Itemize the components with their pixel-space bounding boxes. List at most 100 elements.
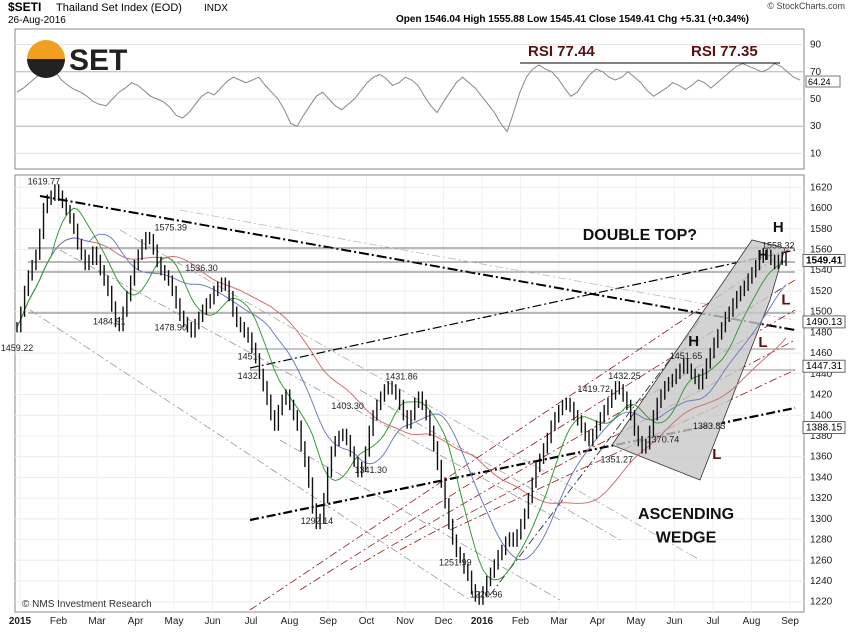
analysis-trendline bbox=[349, 309, 796, 571]
price-level-label: 1251.99 bbox=[439, 558, 472, 568]
price-tick-label: 1500 bbox=[810, 307, 833, 318]
moving-average-red bbox=[16, 237, 787, 504]
price-tick-label: 1440 bbox=[810, 369, 833, 380]
time-tick-label: Jun bbox=[204, 616, 220, 627]
time-tick-label: Feb bbox=[50, 616, 68, 627]
price-level-label: 1536.30 bbox=[185, 263, 218, 273]
rsi-tick-label: 30 bbox=[810, 121, 822, 132]
price-level-label: 1220.96 bbox=[470, 590, 503, 600]
right-axis-value-tags: 1549.41 1490.13 1447.31 1388.15 bbox=[802, 253, 846, 435]
time-tick-label: Sep bbox=[781, 616, 799, 627]
price-tick-label: 1360 bbox=[810, 452, 833, 463]
value-tag-box bbox=[802, 359, 846, 373]
analysis-trendline bbox=[119, 229, 701, 561]
time-tick-label: Apr bbox=[590, 616, 606, 627]
pattern-label: ASCENDING bbox=[638, 506, 734, 523]
time-tick-label: 2015 bbox=[9, 616, 32, 627]
price-gridlines bbox=[15, 177, 804, 612]
price-level-label: 1292.14 bbox=[301, 516, 334, 526]
price-level-label: 1370.74 bbox=[647, 435, 680, 445]
rsi-series-line bbox=[16, 63, 801, 133]
value-tag-text: 1490.13 bbox=[806, 317, 843, 328]
set-logo-text: SET bbox=[69, 44, 127, 77]
price-level-label: 1419.72 bbox=[577, 384, 610, 394]
chart-symbol: $SETI bbox=[8, 0, 41, 14]
time-tick-label: Aug bbox=[281, 616, 299, 627]
time-tick-label: Sep bbox=[319, 616, 337, 627]
price-level-label: 1432 bbox=[238, 371, 258, 381]
price-tick-label: 1620 bbox=[810, 182, 833, 193]
value-tag-text: 1388.15 bbox=[806, 423, 843, 434]
price-tick-label: 1240 bbox=[810, 576, 833, 587]
price-tick-label: 1420 bbox=[810, 390, 833, 401]
value-tag-box bbox=[802, 315, 846, 329]
price-tick-label: 1300 bbox=[810, 514, 833, 525]
value-tag-box bbox=[802, 421, 846, 435]
rsi-gridlines bbox=[15, 44, 804, 154]
analysis-trendline bbox=[249, 244, 796, 611]
rsi-tick-label: 70 bbox=[810, 67, 822, 78]
time-tick-label: Aug bbox=[743, 616, 761, 627]
rsi-axis-ticks: 10 30 50 70 90 bbox=[810, 40, 822, 160]
rsi-value-tag bbox=[805, 75, 841, 88]
price-tick-label: 1480 bbox=[810, 327, 833, 338]
value-tag-text: 1447.31 bbox=[806, 361, 843, 372]
time-tick-label: May bbox=[165, 616, 184, 627]
price-tick-label: 1600 bbox=[810, 203, 833, 214]
price-tick-label: 1380 bbox=[810, 431, 833, 442]
price-tick-label: 1320 bbox=[810, 493, 833, 504]
time-tick-label: Jul bbox=[707, 616, 720, 627]
price-level-label: 1383.83 bbox=[693, 421, 726, 431]
price-level-label: 1432.25 bbox=[608, 371, 641, 381]
ascending-wedge-shading bbox=[611, 239, 786, 481]
price-tick-label: 1460 bbox=[810, 348, 833, 359]
price-level-label: 1484.91 bbox=[93, 316, 126, 326]
price-level-label: 1478.90 bbox=[155, 323, 188, 333]
set-logo: SET bbox=[27, 40, 127, 78]
stockcharts-watermark: © StockCharts.com bbox=[767, 1, 845, 11]
nms-credit: © NMS Investment Research bbox=[22, 599, 152, 610]
time-tick-label: Apr bbox=[128, 616, 144, 627]
price-level-label: 1451 bbox=[238, 351, 258, 361]
pattern-label: H bbox=[773, 219, 784, 236]
rsi-tick-label: 50 bbox=[810, 94, 822, 105]
time-tick-label: 2016 bbox=[471, 616, 494, 627]
rsi-tick-label: 90 bbox=[810, 40, 822, 51]
rsi-annotation-1: RSI 77.44 bbox=[528, 43, 595, 60]
chart-index-name: Thailand Set Index (EOD) bbox=[56, 2, 182, 14]
time-tick-label: May bbox=[627, 616, 646, 627]
time-axis-ticks: 2015 Feb Mar Apr May Jun Jul Aug Sep Oct Nov Dec 201… bbox=[9, 616, 799, 627]
time-tick-label: Jul bbox=[245, 616, 258, 627]
pattern-label: L bbox=[712, 446, 721, 463]
price-tick-label: 1560 bbox=[810, 245, 833, 256]
rsi-annotation-2: RSI 77.35 bbox=[691, 43, 758, 60]
pattern-label: L bbox=[781, 291, 790, 308]
chart-date: 26-Aug-2016 bbox=[8, 15, 66, 26]
chart-exchange: INDX bbox=[204, 3, 228, 14]
price-tick-label: 1340 bbox=[810, 472, 833, 483]
price-level-labels: 1619.77 1575.39 1536.30 1459.22 1484.91 1478.… bbox=[1, 177, 795, 600]
moving-average-green bbox=[16, 207, 787, 581]
price-level-label: 1451.65 bbox=[670, 351, 703, 361]
analysis-trendline bbox=[59, 249, 561, 521]
price-tick-label: 1280 bbox=[810, 535, 833, 546]
pattern-label: DOUBLE TOP? bbox=[583, 227, 697, 244]
analysis-trendline bbox=[279, 439, 561, 601]
time-tick-label: Mar bbox=[550, 616, 568, 627]
analysis-trendline bbox=[29, 309, 471, 601]
price-tick-label: 1260 bbox=[810, 555, 833, 566]
time-tick-label: Jun bbox=[666, 616, 682, 627]
pattern-label: H bbox=[688, 333, 699, 350]
price-bars bbox=[16, 184, 787, 605]
value-tag-box bbox=[802, 253, 846, 267]
price-tick-label: 1520 bbox=[810, 286, 833, 297]
price-level-label: 1351.27 bbox=[601, 455, 634, 465]
price-level-label: 1619.77 bbox=[28, 177, 61, 187]
pattern-label: WEDGE bbox=[656, 530, 717, 547]
price-tick-label: 1400 bbox=[810, 410, 833, 421]
price-level-label: 1341.30 bbox=[354, 465, 387, 475]
time-tick-label: Oct bbox=[359, 616, 375, 627]
